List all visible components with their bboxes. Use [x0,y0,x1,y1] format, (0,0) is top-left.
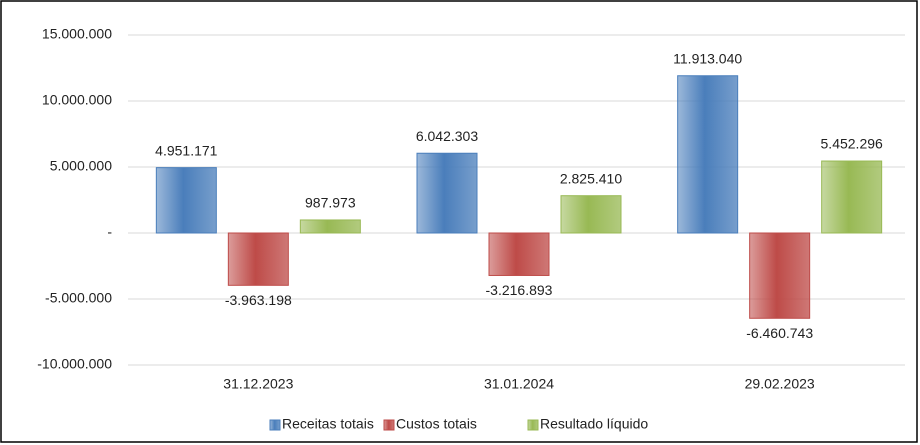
x-tick-label: 31.12.2023 [223,376,293,392]
data-label: 2.825.410 [560,170,622,186]
legend-swatch [269,419,281,431]
data-label: -6.460.743 [746,325,813,341]
legend-swatch [527,419,539,431]
data-label: 4.951.171 [155,142,217,158]
y-tick-label: -5.000.000 [45,290,112,306]
bar [416,152,478,234]
legend-swatch [383,419,395,431]
legend-label: Resultado líquido [540,416,648,432]
x-tick-label: 31.01.2024 [484,376,554,392]
bar [677,75,739,234]
y-tick-label: - [107,224,112,240]
y-tick-label: 10.000.000 [42,92,112,108]
data-label: 5.452.296 [821,136,883,152]
bar [821,160,883,234]
bar [488,232,550,276]
data-label: -3.963.198 [225,292,292,308]
y-tick-label: 15.000.000 [42,26,112,42]
y-tick-label: 5.000.000 [50,158,112,174]
bar [227,232,289,286]
bar [155,167,217,234]
data-label: -3.216.893 [486,282,553,298]
bar [749,232,811,319]
data-label: 11.913.040 [673,50,742,66]
bar [299,219,361,234]
legend-label: Receitas totais [282,416,374,432]
y-tick-label: -10.000.000 [37,356,112,372]
legend-label: Custos totais [396,416,477,432]
bar [560,195,622,234]
data-label: 6.042.303 [416,128,478,144]
x-tick-label: 29.02.2023 [745,376,815,392]
data-label: 987.973 [305,195,356,211]
